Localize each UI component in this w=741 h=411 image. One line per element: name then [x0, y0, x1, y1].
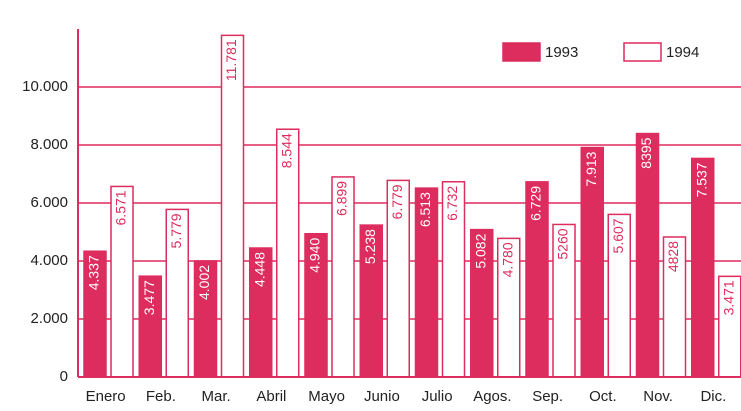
value-label: 7.537 [693, 162, 709, 197]
value-label: 6.571 [113, 190, 129, 225]
x-tick-label: Enero [86, 388, 126, 405]
value-label: 6.513 [417, 192, 433, 227]
x-tick-label: Junio [364, 388, 400, 405]
x-tick-label: Oct. [589, 388, 617, 405]
value-label: 5260 [555, 228, 571, 259]
y-tick-label: 0 [60, 368, 68, 385]
x-tick-label: Mar. [202, 388, 231, 405]
x-tick-label: Abril [256, 388, 286, 405]
bar [220, 34, 245, 378]
value-label: 5.779 [168, 213, 184, 248]
x-tick-label: Dic. [700, 388, 726, 405]
legend-label: 1994 [666, 44, 699, 61]
y-tick-label: 6.000 [30, 194, 68, 211]
value-label: 5.238 [362, 229, 378, 264]
y-tick-label: 8.000 [30, 136, 68, 153]
value-label: 4.448 [251, 252, 267, 287]
x-tick-label: Sep. [532, 388, 563, 405]
y-tick-label: 10.000 [22, 78, 68, 95]
value-label: 4.780 [499, 242, 515, 277]
value-label: 6.779 [389, 184, 405, 219]
value-label: 5.607 [610, 218, 626, 253]
x-tick-label: Mayo [308, 388, 345, 405]
value-label: 6.732 [444, 186, 460, 221]
x-tick-label: Julio [422, 388, 453, 405]
y-tick-label: 4.000 [30, 252, 68, 269]
value-label: 11.781 [223, 39, 239, 81]
x-tick-label: Agos. [473, 388, 511, 405]
value-label: 4.337 [86, 255, 102, 290]
legend-swatch [623, 42, 662, 62]
x-tick-label: Feb. [146, 388, 176, 405]
x-tick-label: Nov. [643, 388, 673, 405]
y-tick-label: 2.000 [30, 310, 68, 327]
legend-swatch [502, 42, 541, 62]
value-label: 8.544 [278, 133, 294, 168]
value-label: 3.471 [720, 280, 736, 315]
value-label: 3.477 [141, 280, 157, 315]
value-label: 5.082 [472, 233, 488, 268]
value-label: 4828 [665, 241, 681, 272]
legend-label: 1993 [545, 44, 578, 61]
value-label: 8395 [638, 137, 654, 168]
value-label: 7.913 [583, 151, 599, 186]
value-label: 6.899 [334, 181, 350, 216]
value-label: 6.729 [528, 186, 544, 221]
value-label: 4.002 [196, 265, 212, 300]
value-label: 4.940 [307, 238, 323, 273]
bar [635, 132, 660, 378]
